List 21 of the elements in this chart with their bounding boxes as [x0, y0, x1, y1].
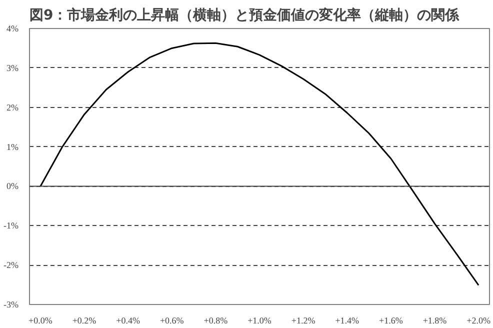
x-tick-label: +1.0%	[248, 316, 272, 326]
x-tick-label: +1.2%	[291, 316, 316, 326]
x-tick-label: +1.8%	[422, 316, 448, 326]
y-tick-label: 2%	[6, 102, 20, 112]
line-series	[40, 42, 480, 286]
x-tick-label: +2.0%	[466, 316, 491, 326]
y-tick-label: 4%	[6, 24, 20, 34]
x-tick-label: +0.6%	[160, 316, 184, 326]
x-tick-label: +0.8%	[204, 316, 228, 326]
y-tick-label: 0%	[6, 181, 20, 192]
chart-title: 図9：市場金利の上昇幅（横軸）と預金価値の変化率（縦軸）の関係	[30, 6, 460, 24]
y-tick-label: 3%	[6, 62, 20, 73]
x-tick-label: +0.2%	[72, 316, 97, 326]
x-tick-label: +0.0%	[28, 316, 53, 326]
y-tick-label: -2%	[4, 260, 20, 270]
y-tick-label: 1%	[6, 142, 20, 152]
x-tick-label: +1.6%	[379, 316, 404, 326]
x-tick-label: +0.4%	[116, 316, 140, 326]
y-tick-label: -3%	[4, 300, 20, 310]
x-tick-label: +1.4%	[335, 316, 360, 326]
y-tick-label: -1%	[4, 220, 20, 231]
